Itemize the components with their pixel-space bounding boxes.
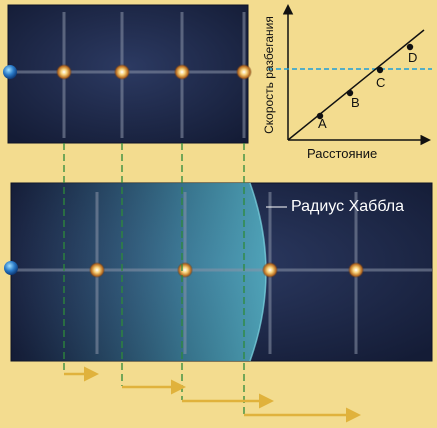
- chart-point-d: [406, 43, 414, 51]
- velocity-arrows: [64, 366, 361, 423]
- chart-point-a: [316, 112, 324, 120]
- earth-icon: [3, 65, 17, 79]
- hubble-sphere-glow: [11, 183, 266, 361]
- galaxy-icon: [56, 64, 72, 80]
- hubble-radius-label: Радиус Хаббла: [291, 198, 404, 215]
- chart-point-c: [376, 66, 384, 74]
- drop-lines: [63, 143, 245, 414]
- hubble-law-chart: [268, 4, 432, 146]
- chart-point-b: [346, 89, 354, 97]
- earth-icon: [4, 261, 18, 275]
- point-label-d: D: [408, 50, 418, 65]
- galaxy-icon: [262, 262, 278, 278]
- point-label-c: C: [376, 75, 386, 90]
- trend-line: [287, 29, 425, 141]
- galaxy-icon: [236, 64, 252, 80]
- galaxy-icon: [174, 64, 190, 80]
- bottom-panel: [4, 182, 433, 362]
- chart-y-axis-label: Скорость разбегания: [262, 16, 276, 134]
- galaxy-icon: [177, 262, 193, 278]
- top-panel: [3, 4, 252, 144]
- point-label-b: B: [351, 95, 360, 110]
- galaxy-icon: [89, 262, 105, 278]
- galaxy-icon: [348, 262, 364, 278]
- chart-x-axis-label: Расстояние: [307, 146, 378, 161]
- point-label-a: A: [318, 116, 327, 131]
- galaxy-icon: [114, 64, 130, 80]
- chart-points: [316, 43, 414, 120]
